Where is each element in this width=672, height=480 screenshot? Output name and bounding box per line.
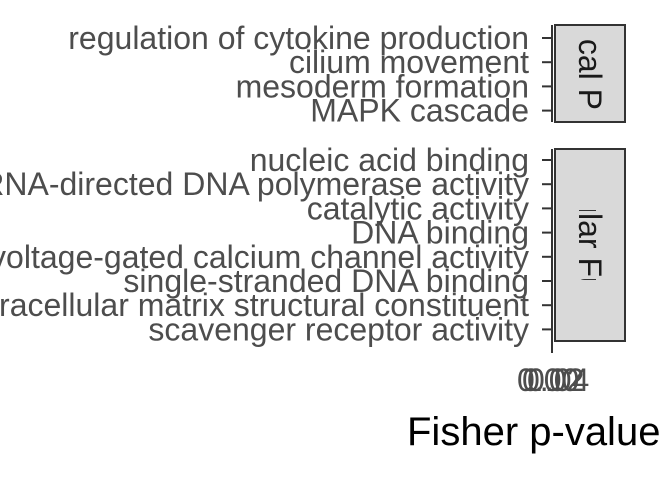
y-tick-label: nucleic acid binding [250, 142, 529, 178]
facet-strip-label: Molecular Function [572, 110, 608, 380]
x-axis: 0.000.020.04 [517, 341, 589, 398]
y-tick-label: mesoderm formation [236, 68, 529, 104]
x-axis-title: Fisher p-value [407, 410, 660, 454]
y-tick-label: DNA binding [351, 215, 529, 251]
x-tick-label: 0.00 [517, 362, 579, 398]
y-tick-label: single-stranded DNA binding [123, 263, 529, 299]
y-tick-label: scavenger receptor activity [148, 311, 529, 347]
y-tick-label: voltage-gated calcium channel activity [0, 239, 529, 275]
y-tick-label: RNA-directed DNA polymerase activity [0, 166, 529, 202]
facet-strip: Biological Process [554, 0, 626, 204]
y-tick-label: cilium movement [289, 44, 529, 80]
y-tick-label: extracellular matrix structural constitu… [0, 287, 529, 323]
facet-strip-label: Biological Process [572, 0, 608, 204]
facet-strip: Molecular Function [554, 110, 626, 380]
facet-panels [542, 25, 553, 341]
y-tick-labels: regulation of cytokine productioncilium … [0, 20, 529, 347]
y-tick-label: regulation of cytokine production [68, 20, 529, 56]
x-tick-label: 0.04 [527, 362, 589, 398]
y-tick-label: catalytic activity [307, 190, 529, 226]
facet-strip-box [554, 24, 626, 123]
x-tick-label: 0.02 [522, 362, 584, 398]
y-tick-label: MAPK cascade [310, 93, 529, 129]
facet-strip-box [554, 148, 626, 342]
